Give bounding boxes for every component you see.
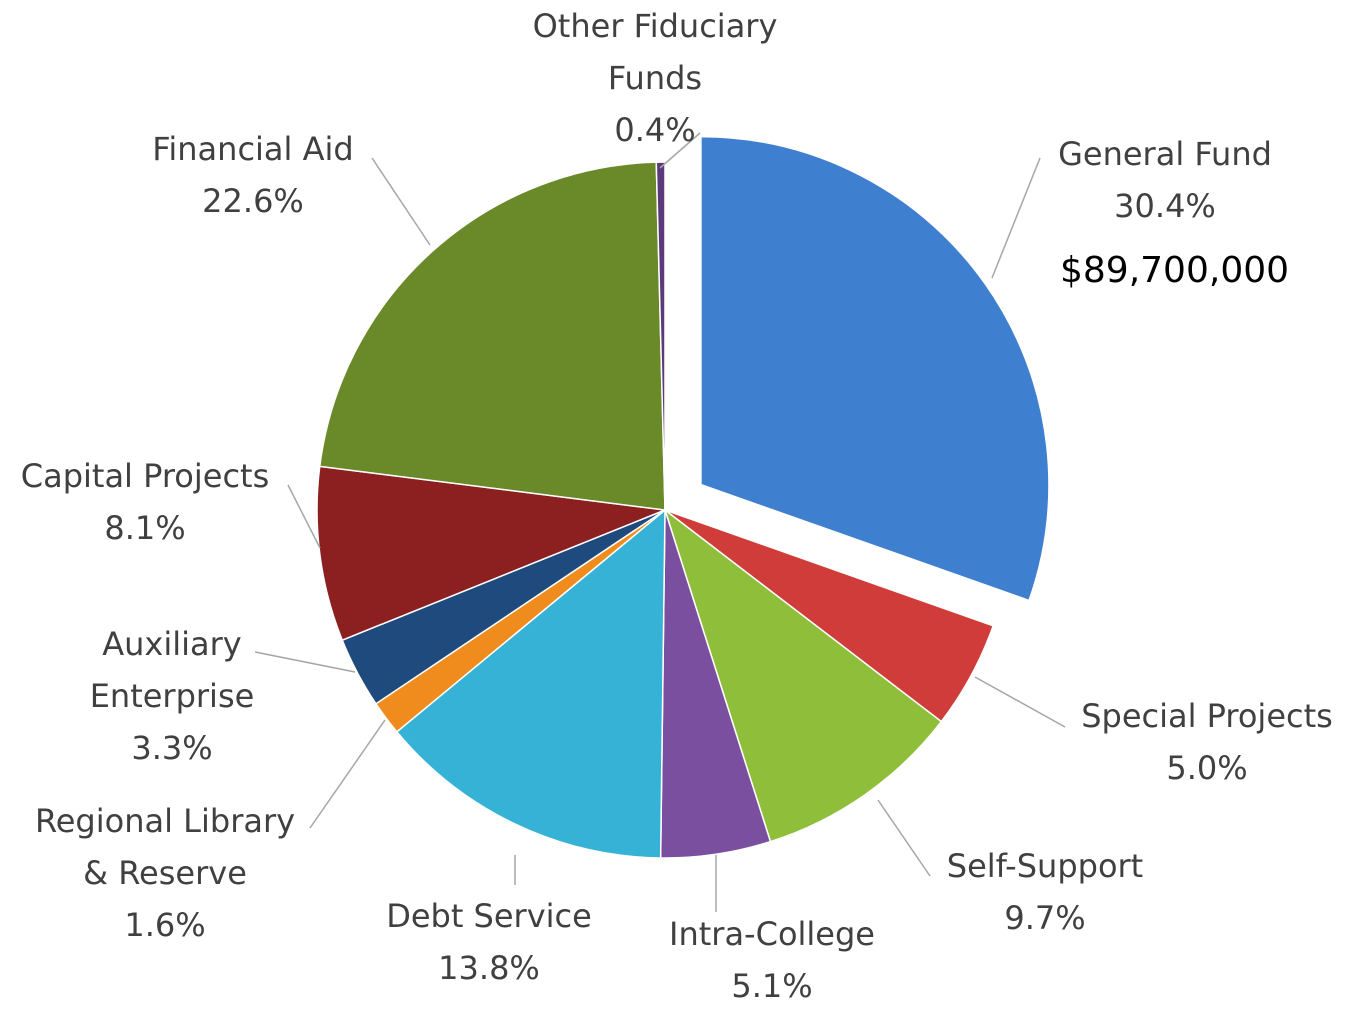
leader-line [974, 676, 1066, 728]
data-label: Financial Aid 22.6% [103, 123, 403, 227]
leader-line [254, 651, 356, 673]
slice [395, 508, 666, 859]
value-label: 8.1% [104, 509, 186, 547]
data-label: Self-Support 9.7% [895, 840, 1195, 944]
category-label: General Fund [1058, 135, 1272, 173]
leader-line [309, 719, 386, 829]
category-label: Other Fiduciary Funds [532, 7, 778, 97]
category-label: Debt Service [386, 897, 592, 935]
annotation: $89,700,000 [1060, 250, 1290, 291]
data-label: Regional Library & Reserve 1.6% [20, 795, 310, 951]
category-label: Regional Library & Reserve [34, 802, 296, 892]
data-label: Special Projects 5.0% [1057, 690, 1348, 794]
data-label: Auxiliary Enterprise 3.3% [72, 618, 272, 774]
value-label: 22.6% [202, 182, 304, 220]
data-label: Capital Projects 8.1% [0, 450, 295, 554]
category-label: Capital Projects [20, 457, 270, 495]
slice [316, 465, 668, 642]
slice [655, 161, 666, 511]
value-label: 3.3% [131, 729, 213, 767]
value-label: 30.4% [1114, 187, 1216, 225]
leader-line [991, 157, 1041, 279]
slice [663, 507, 943, 843]
value-label: 5.1% [731, 967, 813, 1005]
category-label: Auxiliary Enterprise [89, 625, 255, 715]
data-label: Debt Service 13.8% [339, 890, 639, 994]
value-label: 9.7% [1004, 899, 1086, 937]
data-label: General Fund 30.4% [1015, 128, 1315, 232]
category-label: Intra-College [669, 915, 875, 953]
value-label: 0.4% [614, 111, 696, 149]
leader-line [659, 132, 701, 169]
category-label: Self-Support [946, 847, 1144, 885]
data-label: Other Fiduciary Funds 0.4% [505, 0, 805, 156]
value-label: 13.8% [438, 949, 540, 987]
category-label: Special Projects [1081, 697, 1333, 735]
slice [318, 161, 666, 511]
value-label: 1.6% [124, 906, 206, 944]
leader-line [371, 157, 431, 246]
value-label: 5.0% [1166, 749, 1248, 787]
slice [700, 135, 1050, 602]
category-label: Financial Aid [152, 130, 354, 168]
leader-line [877, 799, 931, 877]
leader-line [287, 484, 321, 549]
data-label: Intra-College 5.1% [622, 908, 922, 1012]
